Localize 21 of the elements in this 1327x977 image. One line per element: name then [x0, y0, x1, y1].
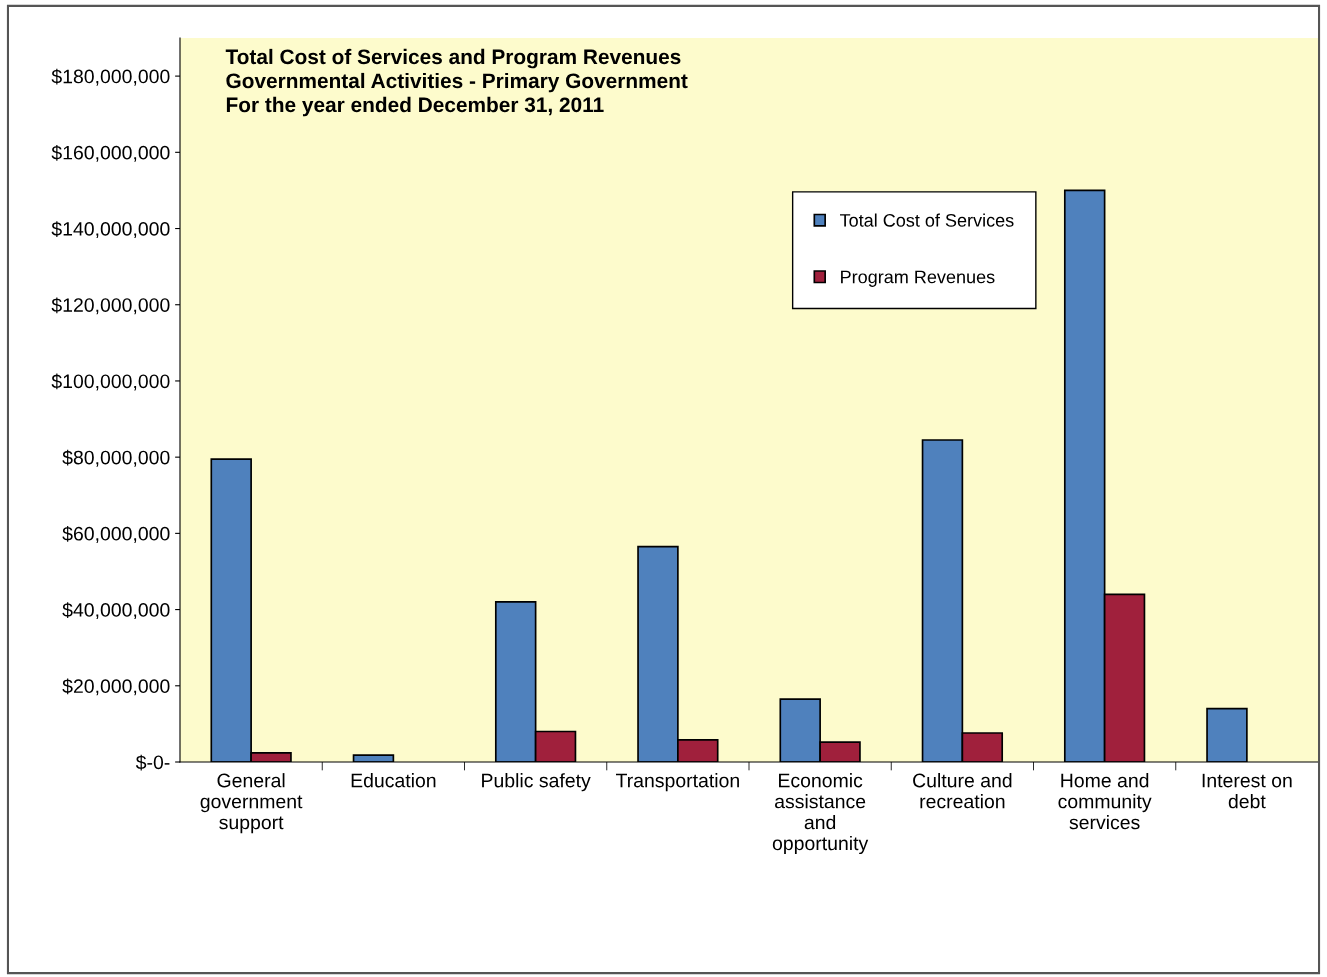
legend-label: Total Cost of Services [840, 213, 1014, 227]
y-tick-label: $100,000,000 [51, 373, 170, 391]
y-tick-label: $-0- [135, 754, 170, 771]
y-tick-label: $40,000,000 [62, 602, 170, 620]
x-tick-label: Home and community services [1058, 773, 1152, 830]
x-tick-label: Public safety [482, 773, 591, 792]
y-tick-label: $80,000,000 [62, 449, 170, 467]
x-tick-label: Interest on debt [1202, 773, 1292, 809]
x-tick-label: General government support [200, 773, 303, 834]
y-tick-label: $60,000,000 [62, 526, 170, 543]
x-tick-label: Transportation [616, 773, 739, 792]
y-tick-label: $180,000,000 [51, 68, 170, 86]
y-tick-label: $120,000,000 [51, 297, 170, 315]
x-tick-label: Culture and recreation [913, 773, 1012, 809]
text: Total Cost of Services and Program Revenues Governmental Activities - Primary Government For the year ended December 31, 2011 [225, 48, 688, 117]
y-tick-label: $160,000,000 [51, 144, 170, 162]
x-tick-label: Economic assistance and opportunity [772, 773, 869, 855]
legend-label: Program Revenues [841, 270, 995, 287]
y-tick-label: $140,000,000 [51, 221, 170, 239]
y-tick-label: $20,000,000 [62, 678, 170, 696]
x-tick-label: Education [351, 773, 436, 788]
